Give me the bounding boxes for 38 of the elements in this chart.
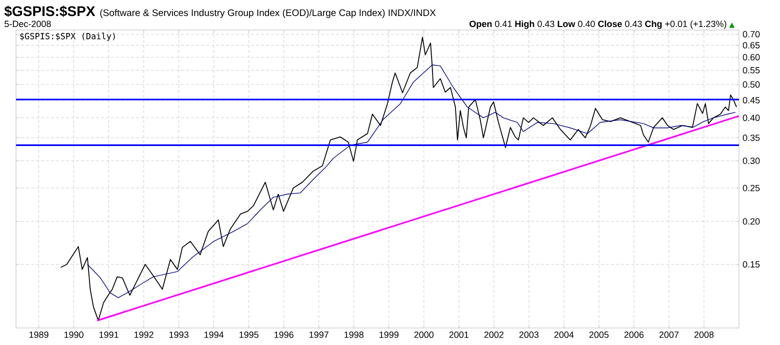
x-tick-label: 2007 [659, 332, 679, 338]
x-tick-label: 2002 [484, 332, 504, 338]
x-tick-label: 2001 [449, 332, 468, 338]
x-tick-label: 2008 [694, 332, 714, 338]
text: $GSPIS:$SPX (Daily) [20, 32, 115, 41]
y-tick-label: 0.50 [742, 81, 760, 88]
x-tick-label: 2000 [414, 332, 434, 338]
x-tick-label: 1993 [169, 332, 188, 338]
text: 5-Dec-2008 [4, 20, 51, 28]
x-tick-label: 1998 [344, 332, 364, 338]
chart-title: $GSPIS:$SPX [4, 6, 96, 18]
x-tick-label: 1990 [64, 332, 84, 338]
y-tick-label: 0.30 [742, 158, 760, 164]
x-tick-label: 1999 [380, 332, 398, 338]
x-tick-label: 2004 [554, 332, 574, 338]
text: Open 0.41 High 0.43 Low 0.40 Close 0.43 Chg +0.01 (+1.23%) [470, 20, 726, 29]
x-tick-label: 1989 [29, 332, 48, 338]
y-tick-label: 0.35 [742, 134, 760, 141]
y-tick-label: 0.20 [742, 218, 760, 225]
x-tick-label: 1996 [274, 332, 294, 338]
y-tick-label: 0.55 [742, 67, 760, 74]
y-tick-label: 0.70 [742, 31, 760, 38]
x-tick-label: 1994 [204, 332, 224, 338]
y-tick-label: 0.65 [742, 42, 760, 48]
x-tick-label: 1995 [240, 332, 258, 338]
chart-subtitle: (Software & Services Industry Group Index (EOD)/Large Cap Index) INDX/INDX [100, 9, 436, 18]
y-tick-label: 0.15 [742, 261, 760, 268]
x-tick-label: 2005 [589, 332, 609, 338]
x-tick-label: 1991 [99, 332, 118, 338]
y-tick-label: 0.40 [742, 114, 760, 122]
y-tick-label: 0.45 [742, 97, 760, 104]
x-tick-label: 1997 [310, 332, 328, 338]
line-series [87, 64, 736, 298]
y-tick-label: 0.60 [742, 54, 760, 60]
x-tick-label: 1992 [134, 332, 154, 338]
x-tick-label: 2003 [519, 332, 539, 338]
y-tick-label: 0.25 [742, 184, 760, 192]
x-tick-label: 2006 [624, 332, 644, 338]
